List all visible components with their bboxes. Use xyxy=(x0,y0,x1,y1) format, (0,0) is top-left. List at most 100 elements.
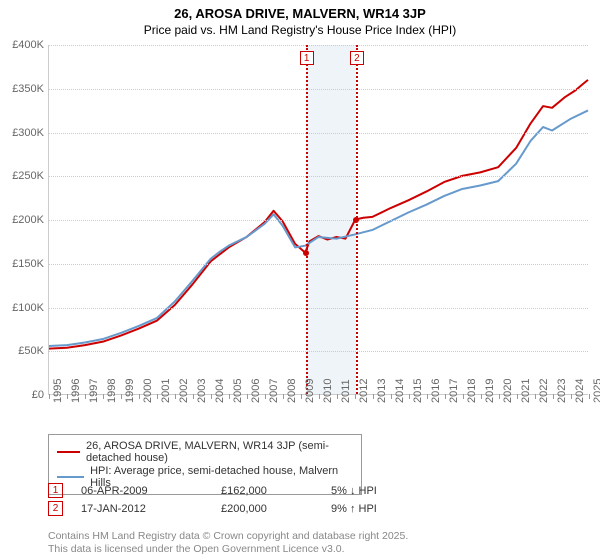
y-axis-label: £400K xyxy=(12,39,44,51)
x-tick xyxy=(49,394,50,399)
x-tick xyxy=(319,394,320,399)
x-tick xyxy=(139,394,140,399)
y-axis-label: £250K xyxy=(12,170,44,182)
grid-line xyxy=(49,133,588,134)
x-axis-label: 1997 xyxy=(88,379,100,403)
x-axis-label: 2014 xyxy=(394,379,406,403)
x-axis-label: 2006 xyxy=(250,379,262,403)
x-tick xyxy=(535,394,536,399)
event-price: £162,000 xyxy=(221,485,331,497)
x-axis-label: 2002 xyxy=(178,379,190,403)
x-axis-label: 2011 xyxy=(340,379,352,403)
x-tick xyxy=(175,394,176,399)
x-axis-label: 2001 xyxy=(160,379,172,403)
x-axis-label: 2003 xyxy=(196,379,208,403)
x-tick xyxy=(193,394,194,399)
event-table-marker: 1 xyxy=(48,483,63,498)
y-axis-label: £50K xyxy=(18,345,44,357)
x-tick xyxy=(85,394,86,399)
x-axis-label: 1999 xyxy=(124,379,136,403)
legend-swatch xyxy=(57,476,84,478)
x-axis-label: 2010 xyxy=(322,379,334,403)
grid-line xyxy=(49,220,588,221)
x-axis-label: 2023 xyxy=(556,379,568,403)
x-axis-label: 2005 xyxy=(232,379,244,403)
legend-row: 26, AROSA DRIVE, MALVERN, WR14 3JP (semi… xyxy=(57,440,353,464)
title-block: 26, AROSA DRIVE, MALVERN, WR14 3JP Price… xyxy=(0,0,600,37)
y-axis-label: £0 xyxy=(32,389,44,401)
event-marker: 1 xyxy=(300,51,314,65)
x-tick xyxy=(427,394,428,399)
x-tick xyxy=(373,394,374,399)
x-axis-label: 2015 xyxy=(412,379,424,403)
event-date: 06-APR-2009 xyxy=(81,485,221,497)
x-axis-label: 2022 xyxy=(538,379,550,403)
y-axis-label: £300K xyxy=(12,127,44,139)
x-tick xyxy=(283,394,284,399)
grid-line xyxy=(49,89,588,90)
x-axis-label: 2008 xyxy=(286,379,298,403)
x-tick xyxy=(229,394,230,399)
event-table-marker: 2 xyxy=(48,501,63,516)
x-tick xyxy=(247,394,248,399)
chart-container: 26, AROSA DRIVE, MALVERN, WR14 3JP Price… xyxy=(0,0,600,560)
event-line: 1 xyxy=(306,45,308,394)
event-table-row: 106-APR-2009£162,0005% ↓ HPI xyxy=(48,483,421,498)
x-axis-label: 1995 xyxy=(52,379,64,403)
x-axis-label: 2004 xyxy=(214,379,226,403)
y-axis-label: £200K xyxy=(12,214,44,226)
grid-line xyxy=(49,351,588,352)
event-pct: 9% ↑ HPI xyxy=(331,503,421,515)
event-marker: 2 xyxy=(350,51,364,65)
x-axis-label: 2000 xyxy=(142,379,154,403)
x-tick xyxy=(337,394,338,399)
x-tick xyxy=(571,394,572,399)
y-axis-label: £100K xyxy=(12,302,44,314)
x-axis-label: 2025 xyxy=(592,379,600,403)
x-axis-label: 2024 xyxy=(574,379,586,403)
x-axis-label: 1996 xyxy=(70,379,82,403)
event-table-row: 2 17-JAN-2012£200,0009% ↑ HPI xyxy=(48,501,421,516)
x-tick xyxy=(211,394,212,399)
x-tick xyxy=(121,394,122,399)
series-line-hpi xyxy=(49,110,588,346)
chart-subtitle: Price paid vs. HM Land Registry's House … xyxy=(0,23,600,37)
x-tick xyxy=(553,394,554,399)
x-tick xyxy=(499,394,500,399)
grid-line xyxy=(49,308,588,309)
y-axis-label: £350K xyxy=(12,83,44,95)
x-tick xyxy=(517,394,518,399)
x-tick xyxy=(355,394,356,399)
plot-area: 12 xyxy=(48,45,588,395)
x-tick xyxy=(265,394,266,399)
x-axis-label: 2016 xyxy=(430,379,442,403)
x-tick xyxy=(301,394,302,399)
x-axis-label: 2012 xyxy=(358,379,370,403)
x-axis-label: 2017 xyxy=(448,379,460,403)
x-axis-label: 2009 xyxy=(304,379,316,403)
grid-line xyxy=(49,176,588,177)
x-tick xyxy=(67,394,68,399)
x-axis-label: 2007 xyxy=(268,379,280,403)
attribution: Contains HM Land Registry data © Crown c… xyxy=(48,530,408,555)
attribution-line-2: This data is licensed under the Open Gov… xyxy=(48,543,408,556)
chart-title: 26, AROSA DRIVE, MALVERN, WR14 3JP xyxy=(0,6,600,21)
event-date: 17-JAN-2012 xyxy=(81,503,221,515)
x-tick xyxy=(391,394,392,399)
x-axis-label: 2018 xyxy=(466,379,478,403)
legend-label: 26, AROSA DRIVE, MALVERN, WR14 3JP (semi… xyxy=(86,440,353,464)
events-table: 106-APR-2009£162,0005% ↓ HPI217-JAN-2012… xyxy=(48,480,421,519)
x-tick xyxy=(481,394,482,399)
event-datapoint xyxy=(303,250,309,256)
x-tick xyxy=(157,394,158,399)
x-axis-label: 2021 xyxy=(520,379,532,403)
x-tick xyxy=(409,394,410,399)
event-price: £200,000 xyxy=(221,503,331,515)
x-axis-label: 1998 xyxy=(106,379,118,403)
x-axis-label: 2013 xyxy=(376,379,388,403)
x-tick xyxy=(103,394,104,399)
x-axis-label: 2019 xyxy=(484,379,496,403)
legend-swatch xyxy=(57,451,80,453)
event-datapoint xyxy=(353,217,359,223)
x-tick xyxy=(445,394,446,399)
